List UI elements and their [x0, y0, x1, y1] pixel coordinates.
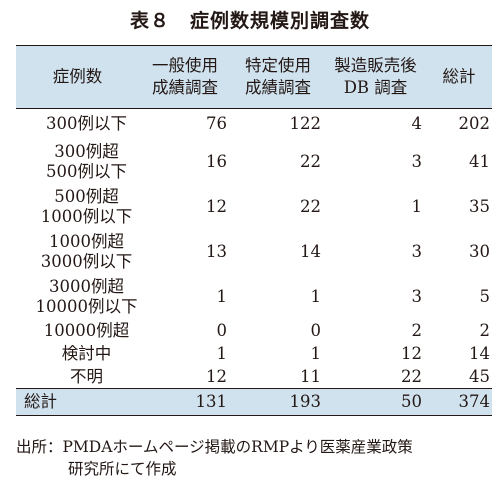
header-cell-general-use: 一般使用 成績調査	[139, 45, 231, 109]
total-value: 131	[139, 388, 231, 416]
header-cell-cases: 症例数	[16, 45, 139, 109]
cell-value: 13	[206, 241, 227, 261]
cell-value: 76	[206, 114, 227, 133]
total-value: 374	[426, 388, 492, 416]
cell-value: 1	[310, 343, 322, 363]
row-label: 1000例超 3000例以下	[40, 231, 133, 271]
header-cell-total: 総計	[426, 45, 492, 109]
cell-value: 14	[469, 343, 490, 363]
cell-value: 12	[206, 196, 227, 216]
survey-count-table: 症例数 一般使用 成績調査 特定使用 成績調査 製造販売後 DB 調査 総計 3…	[16, 45, 492, 416]
cell-value: 30	[469, 241, 490, 261]
table-row: 1000例超 3000例以下 13 14 3 30	[16, 229, 492, 274]
table-row: 3000例超 10000例以下 1 1 3 5	[16, 274, 492, 319]
row-label: 検討中	[61, 343, 112, 363]
cell-value: 4	[411, 114, 423, 133]
cell-value: 16	[206, 151, 227, 171]
cell-value: 41	[469, 151, 490, 171]
cell-value: 1	[411, 196, 423, 216]
cell-value: 2	[479, 320, 491, 340]
cell-value: 12	[206, 366, 227, 386]
cell-value: 1	[216, 286, 228, 306]
cell-value: 35	[469, 196, 490, 216]
cell-value: 0	[216, 320, 228, 340]
cell-value: 22	[401, 366, 422, 386]
header-cell-specific-use: 特定使用 成績調査	[231, 45, 325, 109]
row-label: 500例超 1000例以下	[40, 186, 133, 226]
total-value: 50	[325, 388, 426, 416]
source-note-line-2: 研究所にて作成	[68, 460, 177, 478]
cell-value: 2	[411, 320, 423, 340]
header-cell-db-survey: 製造販売後 DB 調査	[325, 45, 426, 109]
cell-value: 1	[216, 343, 228, 363]
cell-value: 122	[289, 114, 322, 133]
total-row: 総計 131 193 50 374	[16, 388, 492, 416]
cell-value: 3	[411, 286, 423, 306]
cell-value: 12	[401, 343, 422, 363]
cell-value: 14	[300, 241, 321, 261]
table-title: 表８ 症例数規模別調査数	[129, 10, 370, 32]
table-row: 300例超 500例以下 16 22 3 41	[16, 139, 492, 184]
cell-value: 3	[411, 151, 423, 171]
cell-value: 45	[469, 366, 490, 386]
cell-value: 0	[310, 320, 322, 340]
table-row: 検討中 1 1 12 14	[16, 342, 492, 365]
cell-value: 1	[310, 286, 322, 306]
row-label: 300例超 500例以下	[46, 141, 127, 181]
total-value: 193	[231, 388, 325, 416]
cell-value: 202	[458, 114, 491, 133]
row-label: 300例以下	[46, 114, 127, 133]
cell-value: 22	[300, 151, 321, 171]
total-label: 総計	[16, 388, 139, 416]
source-note-line-1: 出所：PMDAホームページ掲載のRMPより医薬産業政策	[16, 438, 413, 456]
row-label: 不明	[70, 366, 103, 386]
table-row: 500例超 1000例以下 12 22 1 35	[16, 184, 492, 229]
table-row: 10000例超 0 0 2 2	[16, 319, 492, 342]
source-note: 出所：PMDAホームページ掲載のRMPより医薬産業政策 研究所にて作成	[16, 436, 496, 480]
table-row: 300例以下 76 122 4 202	[16, 109, 492, 140]
row-label: 3000例超 10000例以下	[35, 276, 138, 316]
row-label: 10000例超	[43, 320, 130, 340]
cell-value: 5	[479, 286, 491, 306]
cell-value: 3	[411, 241, 423, 261]
table-row: 不明 12 11 22 45	[16, 365, 492, 389]
header-row: 症例数 一般使用 成績調査 特定使用 成績調査 製造販売後 DB 調査 総計	[16, 45, 492, 109]
cell-value: 11	[300, 366, 321, 386]
cell-value: 22	[300, 196, 321, 216]
